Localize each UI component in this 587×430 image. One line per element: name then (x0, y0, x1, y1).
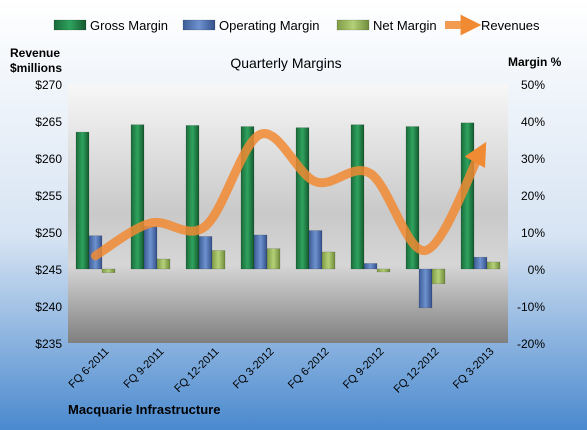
right-tick-label: 10% (521, 226, 545, 240)
right-tick-label: 20% (521, 189, 545, 203)
operating-margin-bar (418, 268, 433, 309)
net-margin-bar (376, 268, 391, 273)
operating-margin-bar (253, 234, 268, 270)
operating-margin-bar (308, 230, 323, 270)
right-tick-label: 30% (521, 152, 545, 166)
revenue-line-group (91, 129, 487, 261)
operating-margin-bar (198, 236, 213, 270)
gross-margin-bar (350, 124, 365, 270)
operating-margin-bar (143, 226, 158, 270)
gross-margin-bar (185, 125, 200, 270)
right-axis-label: Margin % (508, 55, 562, 69)
left-tick-label: $270 (35, 78, 62, 92)
gross-margin-bar (130, 124, 145, 270)
left-axis-label-line2: $millions (10, 61, 62, 75)
left-axis-ticks: $235 $240 $245 $250 $255 $260 $265 $270 (35, 78, 62, 351)
left-axis-label-line1: Revenue (10, 46, 60, 60)
net-margin-bar (486, 261, 501, 270)
operating-margin-legend-label: Operating Margin (219, 18, 319, 33)
net-margin-legend-swatch (336, 19, 370, 31)
left-tick-label: $260 (35, 152, 62, 166)
right-tick-label: -20% (517, 337, 545, 351)
net-margin-legend-label: Net Margin (373, 18, 437, 33)
net-margin-bar (156, 258, 171, 270)
right-tick-label: 50% (521, 78, 545, 92)
right-tick-label: 0% (528, 263, 546, 277)
net-margin-bar (321, 251, 336, 270)
left-tick-label: $235 (35, 337, 62, 351)
left-tick-label: $265 (35, 115, 62, 129)
right-tick-label: -10% (517, 300, 545, 314)
operating-margin-legend-swatch (182, 19, 216, 31)
left-tick-label: $245 (35, 263, 62, 277)
revenues-legend-label: Revenues (481, 18, 540, 33)
net-margin-bar (101, 268, 116, 273)
operating-margin-bar (473, 256, 488, 270)
operating-margin-bar (363, 263, 378, 270)
right-axis-ticks: -20% -10% 0% 10% 20% 30% 40% 50% (517, 78, 545, 351)
net-margin-bar (211, 250, 226, 270)
chart-title: Quarterly Margins (230, 55, 341, 71)
left-tick-label: $250 (35, 226, 62, 240)
left-tick-label: $255 (35, 189, 62, 203)
right-tick-label: 40% (521, 115, 545, 129)
gross-margin-legend-swatch (53, 19, 87, 31)
net-margin-bar (266, 248, 281, 270)
gross-margin-bar (75, 131, 90, 270)
gross-margin-legend-label: Gross Margin (90, 18, 168, 33)
left-tick-label: $240 (35, 300, 62, 314)
revenue-line (91, 129, 487, 261)
net-margin-bar (431, 268, 446, 285)
footer-label: Macquarie Infrastructure (68, 402, 220, 417)
legend: Gross Margin Operating Margin Net Margin Re… (53, 14, 540, 36)
gross-margin-bar (295, 127, 310, 270)
